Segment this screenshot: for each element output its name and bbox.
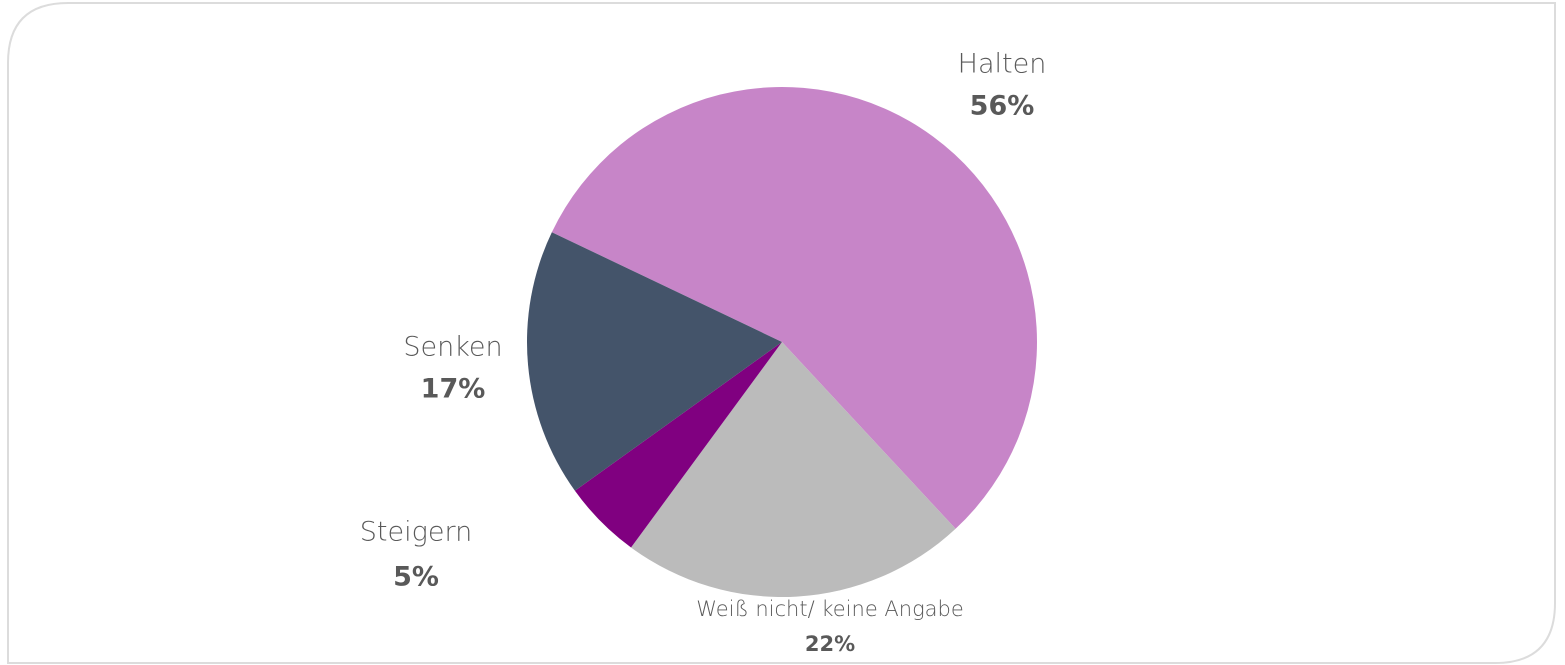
slices xyxy=(527,87,1037,597)
category-label: Steigern xyxy=(360,517,472,548)
pie-slice xyxy=(527,232,782,491)
labels: Halten 56% Weiß nicht/ keine Angabe 22% Stei… xyxy=(360,49,1047,657)
category-label: Senken xyxy=(403,332,502,363)
category-label: Halten xyxy=(958,49,1047,80)
value-label: 17% xyxy=(421,374,486,405)
value-label: 22% xyxy=(805,632,855,656)
pie-slice xyxy=(574,342,782,548)
pie-slice xyxy=(551,87,1037,529)
pie-slice xyxy=(631,342,956,597)
value-label: 56% xyxy=(970,91,1035,122)
category-label: Weiß nicht/ keine Angabe xyxy=(696,597,964,621)
value-label: 5% xyxy=(393,562,439,593)
